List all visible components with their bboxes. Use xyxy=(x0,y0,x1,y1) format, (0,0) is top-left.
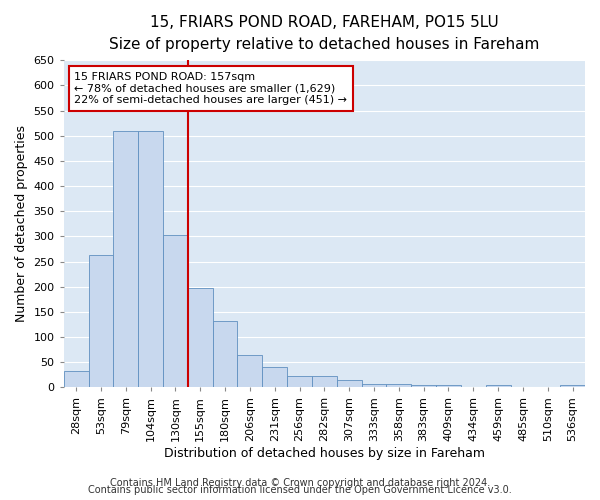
Bar xyxy=(238,354,262,388)
Bar xyxy=(386,384,411,388)
Text: Contains public sector information licensed under the Open Government Licence v3: Contains public sector information licen… xyxy=(88,485,512,495)
Bar xyxy=(337,380,362,388)
Bar xyxy=(486,385,511,388)
Bar xyxy=(362,384,386,388)
Bar xyxy=(436,385,461,388)
Text: 15 FRIARS POND ROAD: 157sqm
← 78% of detached houses are smaller (1,629)
22% of : 15 FRIARS POND ROAD: 157sqm ← 78% of det… xyxy=(74,72,347,105)
Bar xyxy=(188,288,212,388)
Bar xyxy=(212,322,238,388)
Text: Contains HM Land Registry data © Crown copyright and database right 2024.: Contains HM Land Registry data © Crown c… xyxy=(110,478,490,488)
Bar xyxy=(312,376,337,388)
Bar xyxy=(411,385,436,388)
Bar xyxy=(262,367,287,388)
Bar xyxy=(113,130,138,388)
Bar xyxy=(560,385,585,388)
X-axis label: Distribution of detached houses by size in Fareham: Distribution of detached houses by size … xyxy=(164,447,485,460)
Title: 15, FRIARS POND ROAD, FAREHAM, PO15 5LU
Size of property relative to detached ho: 15, FRIARS POND ROAD, FAREHAM, PO15 5LU … xyxy=(109,15,539,52)
Y-axis label: Number of detached properties: Number of detached properties xyxy=(15,126,28,322)
Bar xyxy=(138,130,163,388)
Bar xyxy=(89,256,113,388)
Bar xyxy=(163,235,188,388)
Bar xyxy=(287,376,312,388)
Bar xyxy=(64,371,89,388)
